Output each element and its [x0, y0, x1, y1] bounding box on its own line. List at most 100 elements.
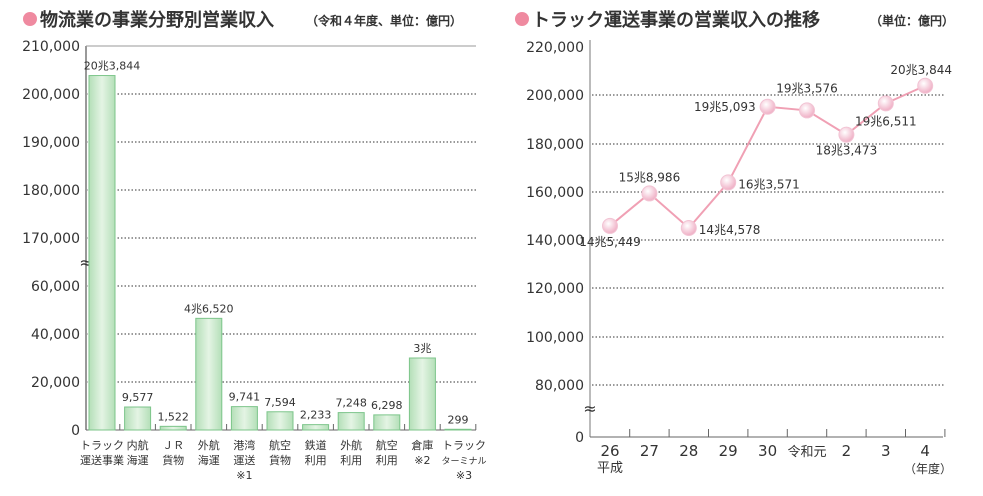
- y-tick-label: 80,000: [535, 378, 584, 394]
- y-tick-label: 190,000: [22, 135, 80, 151]
- y-tick-label: 20,000: [31, 375, 80, 391]
- data-point: [759, 98, 776, 115]
- data-label: 299: [448, 413, 469, 426]
- data-label: 9,577: [122, 391, 154, 404]
- x-tick-label: 港湾: [233, 438, 255, 452]
- x-tick-label: 貨物: [269, 453, 291, 467]
- x-tick-label: 27: [640, 442, 659, 460]
- y-tick-label: 100,000: [526, 330, 584, 346]
- data-label: 20兆3,844: [890, 63, 952, 77]
- chart-title: トラック運送事業の営業収入の推移: [532, 9, 820, 31]
- data-label: 19兆3,576: [776, 81, 838, 95]
- data-point: [680, 220, 697, 237]
- x-tick-label: 運送: [233, 453, 255, 467]
- data-point: [799, 102, 815, 119]
- bullet-icon: [23, 12, 37, 26]
- x-tick-label: 貨物: [162, 453, 184, 467]
- bar: [266, 411, 294, 431]
- bar: [373, 414, 401, 431]
- bar: [337, 412, 365, 431]
- x-tick-label: 航空: [269, 438, 291, 452]
- x-tick-label: 航空: [376, 438, 398, 452]
- data-label: 6,298: [371, 399, 403, 412]
- x-tick-label: 外航: [340, 438, 362, 452]
- data-point: [720, 174, 737, 191]
- axis-break-icon: ≈: [583, 399, 596, 418]
- bar: [195, 317, 223, 431]
- x-tick-label: トラック: [442, 439, 486, 452]
- x-tick-label: 3: [881, 442, 891, 460]
- bar: [444, 428, 472, 431]
- y-tick-label: 220,000: [526, 40, 584, 56]
- bar: [159, 425, 187, 431]
- data-label: 14兆5,449: [579, 235, 641, 249]
- data-label: 1,522: [157, 410, 189, 423]
- data-label: 19兆6,511: [855, 114, 917, 128]
- data-label: 7,594: [264, 396, 296, 409]
- x-tick-label: 外航: [198, 438, 220, 452]
- x-tick-label: ※3: [456, 469, 472, 482]
- y-tick-label: 200,000: [22, 87, 80, 103]
- y-tick-label: 160,000: [526, 185, 584, 201]
- y-tick-label: 60,000: [31, 279, 80, 295]
- x-tick-label: 運送事業: [80, 453, 124, 467]
- data-label: 16兆3,571: [738, 177, 800, 191]
- data-label: 2,233: [300, 409, 332, 422]
- y-tick-label: 170,000: [22, 231, 80, 247]
- data-label: 7,248: [335, 397, 367, 410]
- x-tick-label: 29: [719, 442, 738, 460]
- y-tick-label: 210,000: [22, 39, 80, 55]
- y-tick-label: 120,000: [526, 281, 584, 297]
- x-tick-label: ※1: [236, 469, 252, 482]
- x-tick-label: 28: [679, 442, 698, 460]
- x-tick-label: 利用: [305, 454, 327, 467]
- y-tick-label: 0: [71, 423, 80, 439]
- x-tick-label: 30: [758, 442, 777, 460]
- bullet-icon: [515, 12, 529, 26]
- x-tick-label: 26: [600, 442, 619, 460]
- data-label: 4兆6,520: [184, 302, 234, 315]
- x-tick-label: 利用: [376, 454, 398, 467]
- y-tick-label: 180,000: [526, 137, 584, 153]
- data-point: [838, 126, 855, 143]
- x-tick-label: ＪＲ: [162, 439, 184, 452]
- bar: [302, 424, 330, 431]
- x-tick-label: 内航: [127, 438, 149, 452]
- data-point: [602, 217, 618, 234]
- x-tick-label: 利用: [340, 454, 362, 467]
- chart-title: 物流業の事業分野別営業収入: [40, 9, 274, 31]
- y-tick-label: 200,000: [526, 88, 584, 104]
- x-tick-label: 令和元: [787, 445, 826, 460]
- bar: [88, 75, 116, 431]
- chart-subtitle: （単位：億円）: [870, 13, 954, 28]
- x-axis-unit: （年度）: [904, 461, 952, 476]
- data-label: 20兆3,844: [84, 60, 141, 73]
- y-tick-label: 0: [575, 430, 584, 446]
- y-tick-label: 180,000: [22, 183, 80, 199]
- data-label: 15兆8,986: [619, 170, 681, 184]
- data-label: 14兆4,578: [699, 223, 761, 237]
- data-point: [917, 77, 934, 94]
- data-label: 9,741: [229, 391, 261, 404]
- x-tick-label: ※2: [414, 454, 430, 467]
- bar: [124, 406, 152, 431]
- x-tick-label: 2: [842, 442, 852, 460]
- x-tick-label: 海運: [127, 453, 149, 467]
- bar: [230, 406, 258, 431]
- data-point: [877, 95, 894, 112]
- x-tick-label: トラック: [80, 439, 124, 452]
- x-tick-label: 鉄道: [305, 438, 327, 452]
- y-tick-label: 140,000: [526, 233, 584, 249]
- data-label: 19兆5,093: [694, 100, 756, 114]
- x-tick-label: 倉庫: [411, 438, 433, 452]
- data-label: 18兆3,473: [816, 144, 878, 158]
- data-point: [641, 185, 658, 202]
- x-tick-label: 海運: [198, 453, 220, 467]
- data-label: 3兆: [413, 342, 431, 355]
- bar: [408, 357, 436, 431]
- x-sublabel-era: 平成: [597, 461, 623, 476]
- y-tick-label: 40,000: [31, 327, 80, 343]
- chart-subtitle: （令和４年度、単位：億円）: [306, 13, 462, 28]
- x-tick-label: ターミナル: [441, 456, 486, 467]
